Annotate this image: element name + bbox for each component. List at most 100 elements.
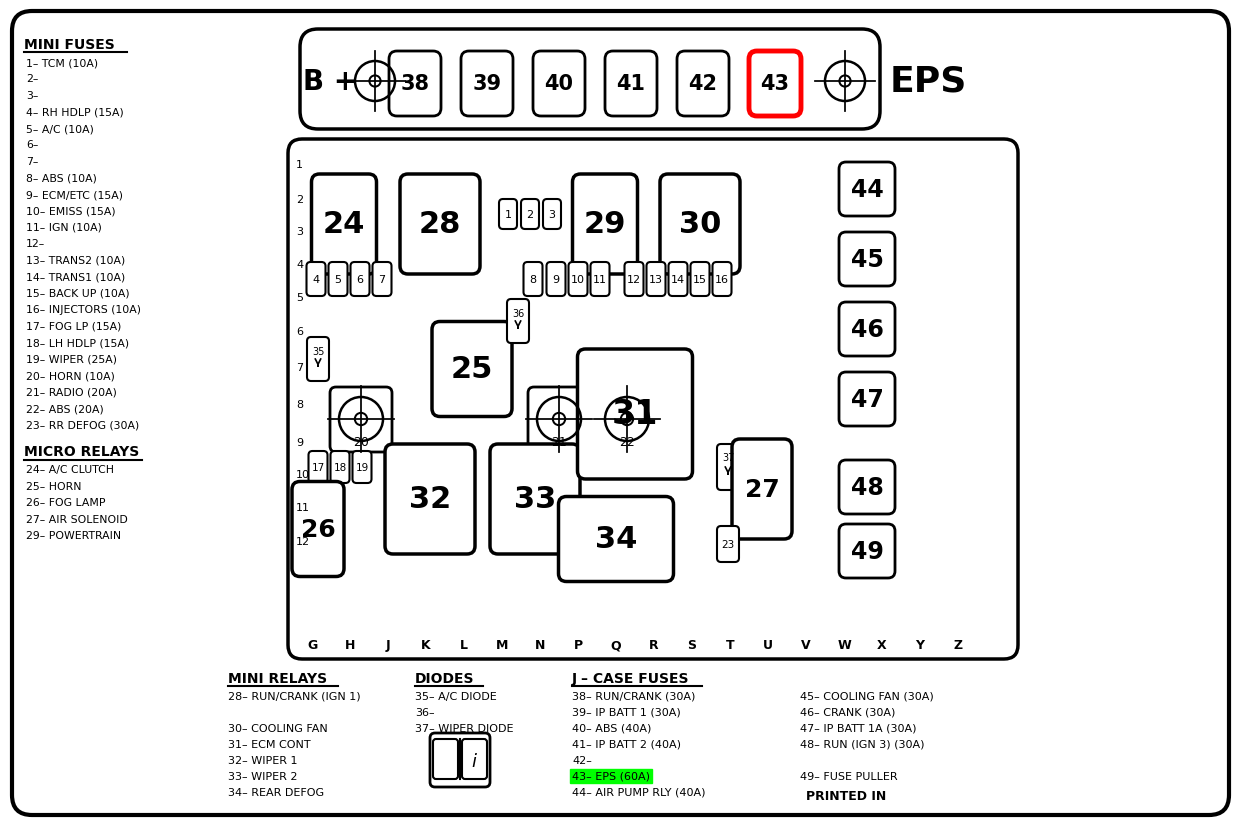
Text: 45– COOLING FAN (30A): 45– COOLING FAN (30A) bbox=[800, 691, 933, 701]
FancyBboxPatch shape bbox=[429, 733, 490, 787]
FancyBboxPatch shape bbox=[572, 174, 638, 275]
Text: S: S bbox=[688, 638, 696, 652]
Text: 11– IGN (10A): 11– IGN (10A) bbox=[26, 222, 102, 232]
FancyBboxPatch shape bbox=[400, 174, 480, 275]
Text: 1: 1 bbox=[297, 160, 303, 170]
Text: 3: 3 bbox=[297, 227, 303, 237]
FancyBboxPatch shape bbox=[508, 299, 529, 343]
Text: EPS: EPS bbox=[890, 65, 968, 99]
FancyBboxPatch shape bbox=[352, 452, 371, 484]
FancyBboxPatch shape bbox=[330, 388, 392, 452]
Text: 34: 34 bbox=[594, 525, 637, 554]
Text: 5– A/C (10A): 5– A/C (10A) bbox=[26, 124, 94, 134]
FancyBboxPatch shape bbox=[372, 263, 391, 297]
Text: 45: 45 bbox=[850, 248, 884, 272]
Text: Q: Q bbox=[611, 638, 622, 652]
Text: T: T bbox=[726, 638, 735, 652]
Text: 32: 32 bbox=[408, 485, 452, 514]
FancyBboxPatch shape bbox=[432, 322, 513, 417]
Text: 8: 8 bbox=[297, 399, 303, 409]
FancyBboxPatch shape bbox=[717, 444, 738, 490]
Text: 30– COOLING FAN: 30– COOLING FAN bbox=[228, 723, 328, 733]
Text: 10: 10 bbox=[297, 470, 310, 480]
Text: 9: 9 bbox=[552, 275, 560, 284]
Text: 40– ABS (40A): 40– ABS (40A) bbox=[572, 723, 652, 733]
Text: 11: 11 bbox=[297, 502, 310, 513]
Text: L: L bbox=[460, 638, 468, 652]
Text: 5: 5 bbox=[335, 275, 341, 284]
Text: 44– AIR PUMP RLY (40A): 44– AIR PUMP RLY (40A) bbox=[572, 787, 705, 797]
Text: 9– ECM/ETC (15A): 9– ECM/ETC (15A) bbox=[26, 189, 123, 200]
Text: H: H bbox=[345, 638, 355, 652]
FancyBboxPatch shape bbox=[385, 444, 475, 554]
Text: 7: 7 bbox=[379, 275, 386, 284]
Text: 29: 29 bbox=[583, 210, 627, 239]
Text: 49– FUSE PULLER: 49– FUSE PULLER bbox=[800, 771, 897, 781]
Text: 40: 40 bbox=[545, 74, 573, 94]
Text: 15– BACK UP (10A): 15– BACK UP (10A) bbox=[26, 289, 129, 299]
Text: 14: 14 bbox=[671, 275, 685, 284]
FancyBboxPatch shape bbox=[750, 52, 800, 117]
Text: 27: 27 bbox=[745, 477, 779, 501]
FancyBboxPatch shape bbox=[568, 263, 587, 297]
Text: 1: 1 bbox=[505, 210, 511, 220]
FancyBboxPatch shape bbox=[546, 263, 566, 297]
FancyBboxPatch shape bbox=[839, 163, 895, 217]
Text: B +: B + bbox=[303, 68, 357, 96]
Text: 9: 9 bbox=[297, 437, 303, 447]
Text: 6: 6 bbox=[297, 327, 303, 337]
Text: 34– REAR DEFOG: 34– REAR DEFOG bbox=[228, 787, 324, 797]
Text: N: N bbox=[535, 638, 545, 652]
FancyBboxPatch shape bbox=[329, 263, 347, 297]
Text: 33– WIPER 2: 33– WIPER 2 bbox=[228, 771, 298, 781]
Text: 48– RUN (IGN 3) (30A): 48– RUN (IGN 3) (30A) bbox=[800, 739, 925, 749]
Text: 19: 19 bbox=[355, 462, 369, 472]
Text: 38: 38 bbox=[401, 74, 429, 94]
Text: 17– FOG LP (15A): 17– FOG LP (15A) bbox=[26, 322, 122, 332]
Text: 47: 47 bbox=[850, 388, 884, 412]
Text: K: K bbox=[421, 638, 431, 652]
FancyBboxPatch shape bbox=[678, 52, 728, 117]
Text: 24: 24 bbox=[323, 210, 365, 239]
FancyBboxPatch shape bbox=[292, 482, 344, 576]
Text: 5: 5 bbox=[297, 293, 303, 303]
Text: M: M bbox=[496, 638, 508, 652]
Text: 35: 35 bbox=[311, 347, 324, 356]
Text: 20: 20 bbox=[352, 436, 369, 449]
Text: 19– WIPER (25A): 19– WIPER (25A) bbox=[26, 355, 117, 365]
FancyBboxPatch shape bbox=[839, 303, 895, 356]
Text: 2: 2 bbox=[297, 195, 303, 205]
FancyBboxPatch shape bbox=[544, 200, 561, 230]
FancyBboxPatch shape bbox=[712, 263, 731, 297]
FancyBboxPatch shape bbox=[660, 174, 740, 275]
Text: 46– CRANK (30A): 46– CRANK (30A) bbox=[800, 707, 895, 717]
Text: 16: 16 bbox=[715, 275, 728, 284]
Text: 6: 6 bbox=[356, 275, 364, 284]
Text: 4– RH HDLP (15A): 4– RH HDLP (15A) bbox=[26, 108, 124, 117]
Text: DIODES: DIODES bbox=[414, 672, 474, 686]
Text: 8: 8 bbox=[530, 275, 536, 284]
Text: W: W bbox=[838, 638, 851, 652]
FancyBboxPatch shape bbox=[839, 524, 895, 578]
Text: 22: 22 bbox=[619, 436, 635, 449]
Text: 39: 39 bbox=[473, 74, 501, 94]
Text: PRINTED IN: PRINTED IN bbox=[805, 789, 886, 802]
Text: Z: Z bbox=[953, 638, 963, 652]
Text: 27– AIR SOLENOID: 27– AIR SOLENOID bbox=[26, 514, 128, 524]
FancyBboxPatch shape bbox=[433, 739, 458, 779]
Text: 43– EPS (60A): 43– EPS (60A) bbox=[572, 771, 650, 781]
Text: 37– WIPER DIODE: 37– WIPER DIODE bbox=[414, 723, 514, 733]
Text: 24– A/C CLUTCH: 24– A/C CLUTCH bbox=[26, 465, 114, 475]
FancyBboxPatch shape bbox=[490, 444, 580, 554]
FancyBboxPatch shape bbox=[460, 52, 513, 117]
FancyBboxPatch shape bbox=[591, 263, 609, 297]
FancyBboxPatch shape bbox=[839, 372, 895, 427]
Text: Y: Y bbox=[916, 638, 925, 652]
Text: 29– POWERTRAIN: 29– POWERTRAIN bbox=[26, 531, 122, 541]
FancyBboxPatch shape bbox=[300, 30, 880, 130]
Text: 23– RR DEFOG (30A): 23– RR DEFOG (30A) bbox=[26, 420, 139, 431]
Text: 3–: 3– bbox=[26, 91, 38, 101]
Text: 25: 25 bbox=[450, 355, 493, 384]
Text: MINI RELAYS: MINI RELAYS bbox=[228, 672, 328, 686]
Text: 41: 41 bbox=[617, 74, 645, 94]
